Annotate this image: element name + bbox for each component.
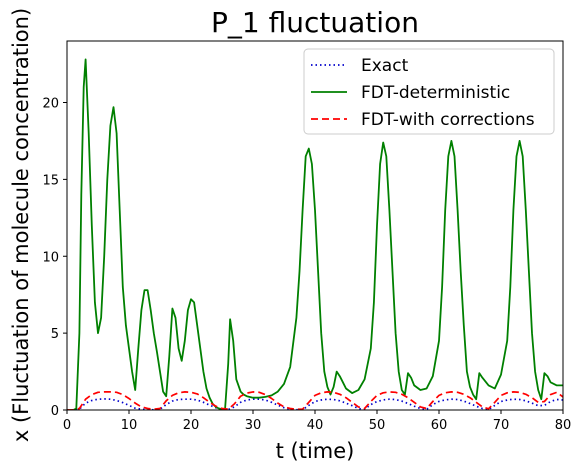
legend-label-2: FDT-with corrections [361,110,535,130]
plot-area [67,58,563,410]
x-tick-label: 40 [307,418,324,433]
axes: 0 10 20 30 40 50 60 70 80 0 5 10 15 20 [42,40,572,433]
x-axis-title: t (time) [276,439,355,463]
x-tick-label: 30 [245,418,262,433]
legend: Exact FDT-deterministic FDT-with correctio… [303,48,555,135]
legend-label-1: FDT-deterministic [361,83,510,103]
y-axis-title: x (Fluctuation of molecule concentration… [9,8,33,442]
x-tick-label: 80 [555,418,572,433]
x-tick-label: 50 [369,418,386,433]
legend-box [303,48,555,135]
y-tick-label: 15 [42,173,59,188]
legend-label-0: Exact [361,56,409,76]
y-tick-label: 5 [51,327,59,342]
chart-title: P_1 fluctuation [211,6,419,39]
y-tick-label: 20 [42,97,59,112]
x-tick-label: 70 [493,418,510,433]
series-line-2 [67,391,563,410]
x-tick-label: 20 [183,418,200,433]
x-tick-label: 10 [121,418,138,433]
y-tick-label: 10 [42,250,59,265]
y-tick-label: 0 [51,404,59,419]
x-tick-label: 0 [63,418,71,433]
series-line-1 [67,58,563,410]
x-tick-label: 60 [431,418,448,433]
